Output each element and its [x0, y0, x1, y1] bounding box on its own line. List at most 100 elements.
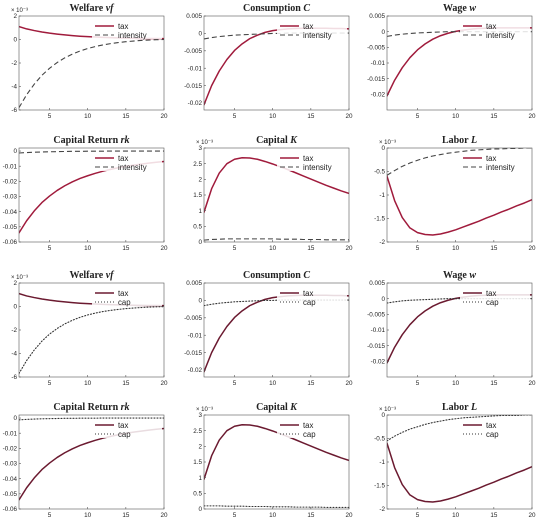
y-tick-label: 0	[198, 298, 202, 305]
x-tick-label: 15	[307, 380, 315, 387]
legend-box	[460, 152, 530, 171]
x-tick-label: 10	[452, 380, 460, 387]
x-tick-label: 5	[416, 245, 420, 252]
x-tick-label: 5	[233, 245, 237, 252]
legend-box	[277, 419, 347, 438]
y-tick-label: 3	[198, 145, 202, 152]
subplot-title-variable: vf	[106, 270, 115, 281]
x-tick-label: 20	[345, 512, 353, 519]
x-tick-label: 15	[122, 512, 130, 519]
series-line-tax	[204, 156, 349, 213]
x-tick-label: 10	[269, 512, 277, 519]
subplot-title-variable: w	[469, 3, 476, 14]
legend-box	[277, 20, 347, 39]
subplot-title-variable: K	[289, 135, 298, 146]
y-tick-label: -0.015	[367, 76, 385, 83]
y-tick-label: 2	[198, 444, 202, 451]
y-tick-label: -0.02	[188, 367, 203, 374]
x-tick-label: 20	[528, 380, 536, 387]
y-tick-label: 0.005	[369, 280, 385, 287]
y-tick-label: 2	[13, 280, 17, 287]
subplot-1: Welfare vf 5 10 15 20 -6 -4 -2 0 2× 10⁻³ taxintens…	[11, 3, 168, 120]
subplot-2: Consumption C 5 10 15 20 -0.02 -0.015 -0.01 -0.0…	[184, 3, 353, 120]
axes-frame	[203, 15, 350, 111]
y-tick-label: 0	[381, 296, 385, 303]
y-tick-label: -0.015	[367, 343, 385, 350]
series-line-intensity	[387, 148, 532, 176]
y-exponent-label: × 10⁻³	[379, 407, 396, 413]
x-tick-label: 15	[122, 245, 130, 252]
y-exponent-label: × 10⁻³	[11, 8, 28, 14]
x-tick-label: 5	[233, 512, 237, 519]
series-line-cap	[387, 415, 532, 442]
x-tick-label: 5	[233, 113, 237, 120]
x-tick-label: 5	[416, 113, 420, 120]
y-tick-label: 2	[198, 177, 202, 184]
y-tick-label: -2	[11, 327, 17, 334]
legend-label-tax: tax	[303, 421, 314, 430]
subplot-title-variable: C	[303, 270, 310, 281]
y-tick-label: -0.5	[374, 169, 385, 176]
legend-box	[460, 419, 530, 438]
y-tick-label: 1.5	[193, 459, 202, 466]
subplot-title: Consumption C	[243, 3, 310, 14]
y-tick-label: 0.005	[186, 13, 202, 20]
y-tick-label: -0.02	[3, 446, 18, 453]
y-tick-label: -0.01	[3, 163, 18, 170]
subplot-title: Labor L	[442, 402, 477, 413]
legend-label-tax: tax	[486, 421, 497, 430]
legend-label-cap: cap	[303, 430, 316, 439]
y-tick-label: -0.01	[371, 60, 386, 67]
legend-label-tax: tax	[486, 289, 497, 298]
y-tick-label: 2.5	[193, 428, 202, 435]
series-group	[204, 156, 349, 241]
subplot-title: Welfare vf	[70, 270, 116, 281]
y-tick-label: -0.01	[3, 430, 18, 437]
legend-box	[460, 20, 530, 39]
subplot-title-text: Capital Return	[53, 402, 120, 413]
legend-label-cap: cap	[118, 430, 131, 439]
x-tick-label: 20	[160, 245, 168, 252]
series-group	[387, 148, 532, 236]
x-tick-label: 10	[84, 512, 92, 519]
series-line-cap	[19, 306, 164, 375]
subplot-title: Labor L	[442, 135, 477, 146]
y-tick-label: -0.005	[367, 312, 385, 319]
y-tick-label: -0.01	[188, 332, 203, 339]
subplot-5: Capital K 5 10 15 20 0 0.5 1 1.5 2 2.5 3× 10⁻³ taxin…	[193, 135, 353, 252]
subplot-title-text: Labor	[442, 135, 471, 146]
y-tick-label: 0	[381, 145, 385, 152]
x-tick-label: 10	[452, 245, 460, 252]
legend-box	[92, 287, 162, 306]
y-tick-label: -0.03	[3, 194, 18, 201]
x-tick-label: 5	[48, 245, 52, 252]
legend-label-intensity: intensity	[303, 31, 332, 40]
series-line-intensity	[204, 238, 349, 241]
y-tick-label: -0.5	[374, 436, 385, 443]
x-tick-label: 10	[269, 113, 277, 120]
y-tick-label: -0.05	[3, 491, 18, 498]
subplot-title: Capital Return rk	[53, 135, 129, 146]
x-tick-label: 15	[307, 512, 315, 519]
series-line-tax	[19, 427, 164, 501]
y-tick-label: -0.04	[3, 209, 18, 216]
x-tick-label: 5	[48, 512, 52, 519]
subplot-8: Consumption C 5 10 15 20 -0.02 -0.015 -0.01 -0.0…	[184, 270, 353, 387]
legend-label-intensity: intensity	[486, 31, 515, 40]
subplot-title-text: Capital	[256, 402, 290, 413]
x-tick-label: 5	[233, 380, 237, 387]
subplot-title-text: Welfare	[70, 270, 106, 281]
subplot-title-text: Consumption	[243, 3, 303, 14]
y-tick-label: -0.05	[3, 224, 18, 231]
subplot-title-text: Wage	[443, 3, 469, 14]
y-tick-label: -1	[379, 192, 385, 199]
legend-label-tax: tax	[118, 22, 129, 31]
